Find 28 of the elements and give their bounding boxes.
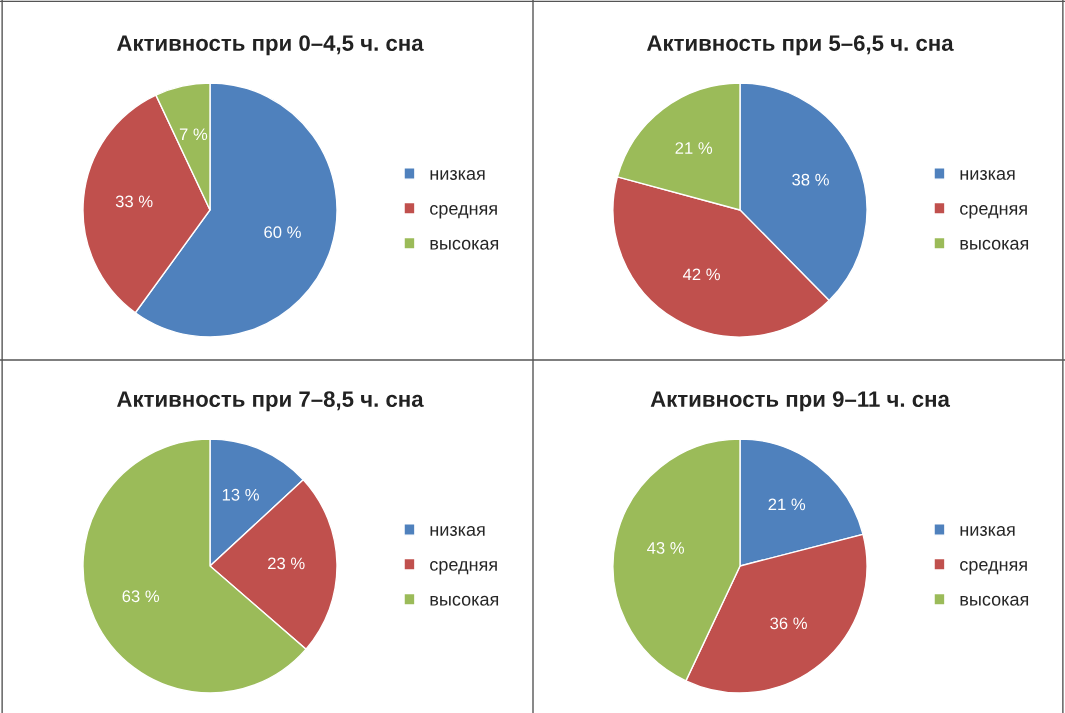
legend-label: высокая xyxy=(430,239,499,250)
chart-title: Активность при 7–8,5 ч. сна xyxy=(116,391,424,412)
data-label: 36 % xyxy=(770,617,807,630)
legend-label: низкая xyxy=(430,170,485,180)
data-label: 60 % xyxy=(264,226,301,239)
data-label: 63 % xyxy=(122,590,160,603)
data-label: 38 % xyxy=(792,173,829,186)
legend-label: средняя xyxy=(960,560,1027,575)
legend-label: высокая xyxy=(960,595,1029,606)
legend-label: низкая xyxy=(960,526,1015,536)
data-label: 21 % xyxy=(675,142,713,154)
data-label: 13 % xyxy=(222,488,259,501)
data-label: 7 % xyxy=(179,128,208,141)
legend-label: высокая xyxy=(960,239,1029,250)
chart-title: Активность при 0–4,5 ч. сна xyxy=(116,35,424,56)
legend-label: низкая xyxy=(430,526,485,536)
legend-label: низкая xyxy=(960,170,1015,180)
data-label: 23 % xyxy=(268,557,305,570)
chart-title: Активность при 5–6,5 ч. сна xyxy=(646,35,954,56)
legend-label: высокая xyxy=(430,595,499,606)
data-label: 33 % xyxy=(115,195,153,208)
legend-label: средняя xyxy=(430,560,497,575)
data-label: 43 % xyxy=(647,542,685,554)
chart-title: Активность при 9–11 ч. сна xyxy=(650,391,951,412)
data-label: 42 % xyxy=(682,268,720,281)
data-label: 21 % xyxy=(768,498,806,511)
legend-label: средняя xyxy=(430,204,497,219)
legend-label: средняя xyxy=(960,204,1027,219)
